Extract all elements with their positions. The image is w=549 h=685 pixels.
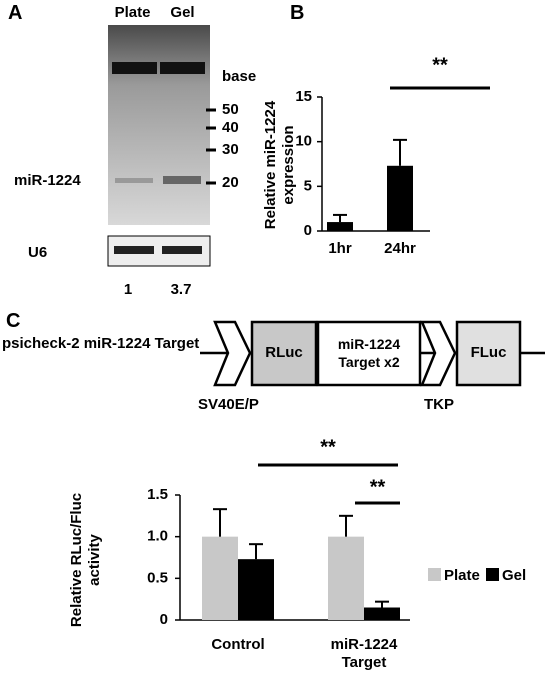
significance-label: ** (320, 436, 336, 458)
construct-name: psicheck-2 miR-1224 Target (2, 335, 200, 352)
box-label: RLuc (265, 344, 303, 361)
promoter-label: SV40E/P (198, 396, 259, 413)
x-tick-label: 1hr (328, 240, 352, 257)
promoter-label: TKP (424, 396, 454, 413)
fluc-box (455, 320, 522, 387)
gel-band (163, 176, 201, 184)
size-marker-label: 40 (222, 119, 239, 136)
lane-label: Plate (114, 4, 151, 21)
significance-label: ** (370, 476, 386, 498)
size-unit: base (222, 68, 257, 85)
panel-label: A (8, 2, 23, 24)
significance-label: ** (432, 54, 448, 76)
bar (387, 165, 413, 231)
box-label: FLuc (470, 344, 507, 361)
construct (200, 320, 545, 387)
rluc-box (250, 320, 318, 387)
y-tick-label: 1.5 (147, 486, 168, 503)
y-axis-label: Relative miR-1224 expression (262, 100, 297, 230)
gel-band (162, 246, 202, 254)
size-marker-label: 50 (222, 101, 239, 118)
loading-control: U6 (28, 244, 48, 261)
band-label: miR-1224 (14, 172, 81, 189)
gel-band (115, 178, 153, 183)
quantification: 1 (123, 281, 133, 298)
bar (238, 559, 274, 620)
bar (364, 607, 400, 620)
gel-band (114, 246, 154, 254)
gel-band (112, 62, 157, 74)
lane-label: Gel (170, 4, 195, 21)
legend-swatch (486, 568, 499, 581)
legend-label: Gel (502, 567, 526, 584)
size-marker-label: 20 (222, 174, 239, 191)
bar (328, 536, 364, 620)
size-marker-label: 30 (222, 141, 239, 158)
x-tick-label: miR-1224 Target (330, 636, 398, 671)
panel-label: B (290, 2, 305, 24)
target-box (316, 320, 422, 387)
legend-swatch (428, 568, 441, 581)
panel-label: C (6, 310, 21, 332)
y-tick-label: 0.5 (147, 569, 168, 586)
y-tick-label: 5 (304, 177, 312, 194)
y-tick-label: 15 (295, 88, 312, 105)
quantification: 3.7 (170, 281, 192, 298)
y-tick-label: 1.0 (147, 528, 168, 545)
promoter-arrow (420, 320, 457, 387)
promoter-arrow (213, 320, 252, 387)
gel-image (108, 25, 210, 225)
x-tick-label: Control (211, 636, 265, 653)
x-tick-label: 24hr (384, 240, 416, 257)
y-axis-label: Relative RLuc/Fluc activity (68, 492, 103, 628)
legend-label: Plate (444, 567, 480, 584)
box-label: miR-1224 Target x2 (337, 336, 401, 370)
bar (202, 536, 238, 620)
y-tick-label: 0 (304, 222, 312, 239)
gel-band (160, 62, 205, 74)
bar (327, 222, 353, 231)
y-tick-label: 0 (160, 611, 168, 628)
y-tick-label: 10 (295, 133, 312, 150)
